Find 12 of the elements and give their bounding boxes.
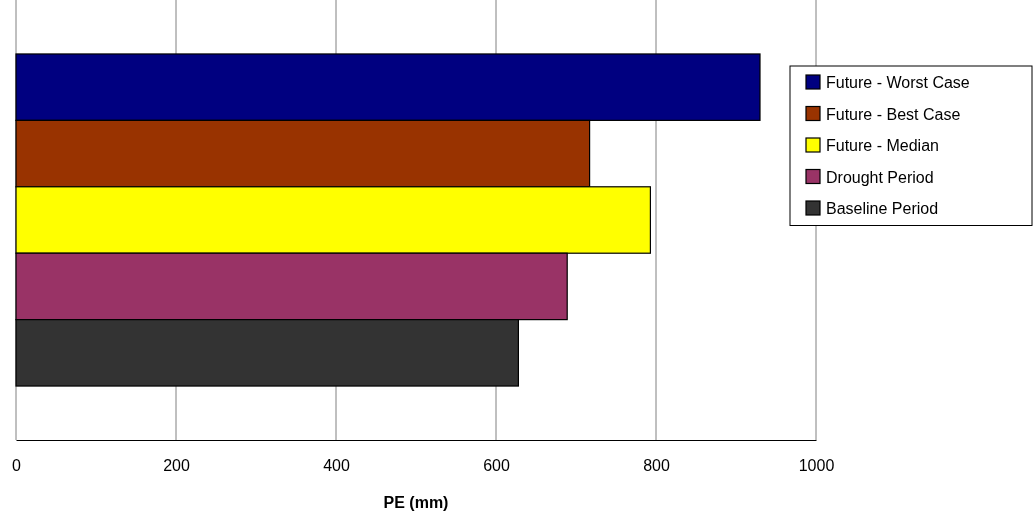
x-axis-title: PE (mm): [383, 494, 449, 511]
legend-label: Baseline Period: [826, 200, 939, 217]
x-tick-label: 0: [12, 457, 22, 475]
legend-label: Future - Worst Case: [826, 74, 970, 91]
x-tick-label: 400: [323, 457, 350, 475]
legend-label: Drought Period: [826, 168, 934, 186]
x-tick-label: 800: [643, 457, 670, 475]
x-tick-label: 1000: [798, 457, 835, 475]
x-tick-label: 600: [483, 457, 510, 475]
legend-label: Future - Median: [826, 137, 939, 154]
legend-label: Future - Best Case: [826, 105, 961, 123]
x-tick-label: 200: [163, 457, 190, 475]
